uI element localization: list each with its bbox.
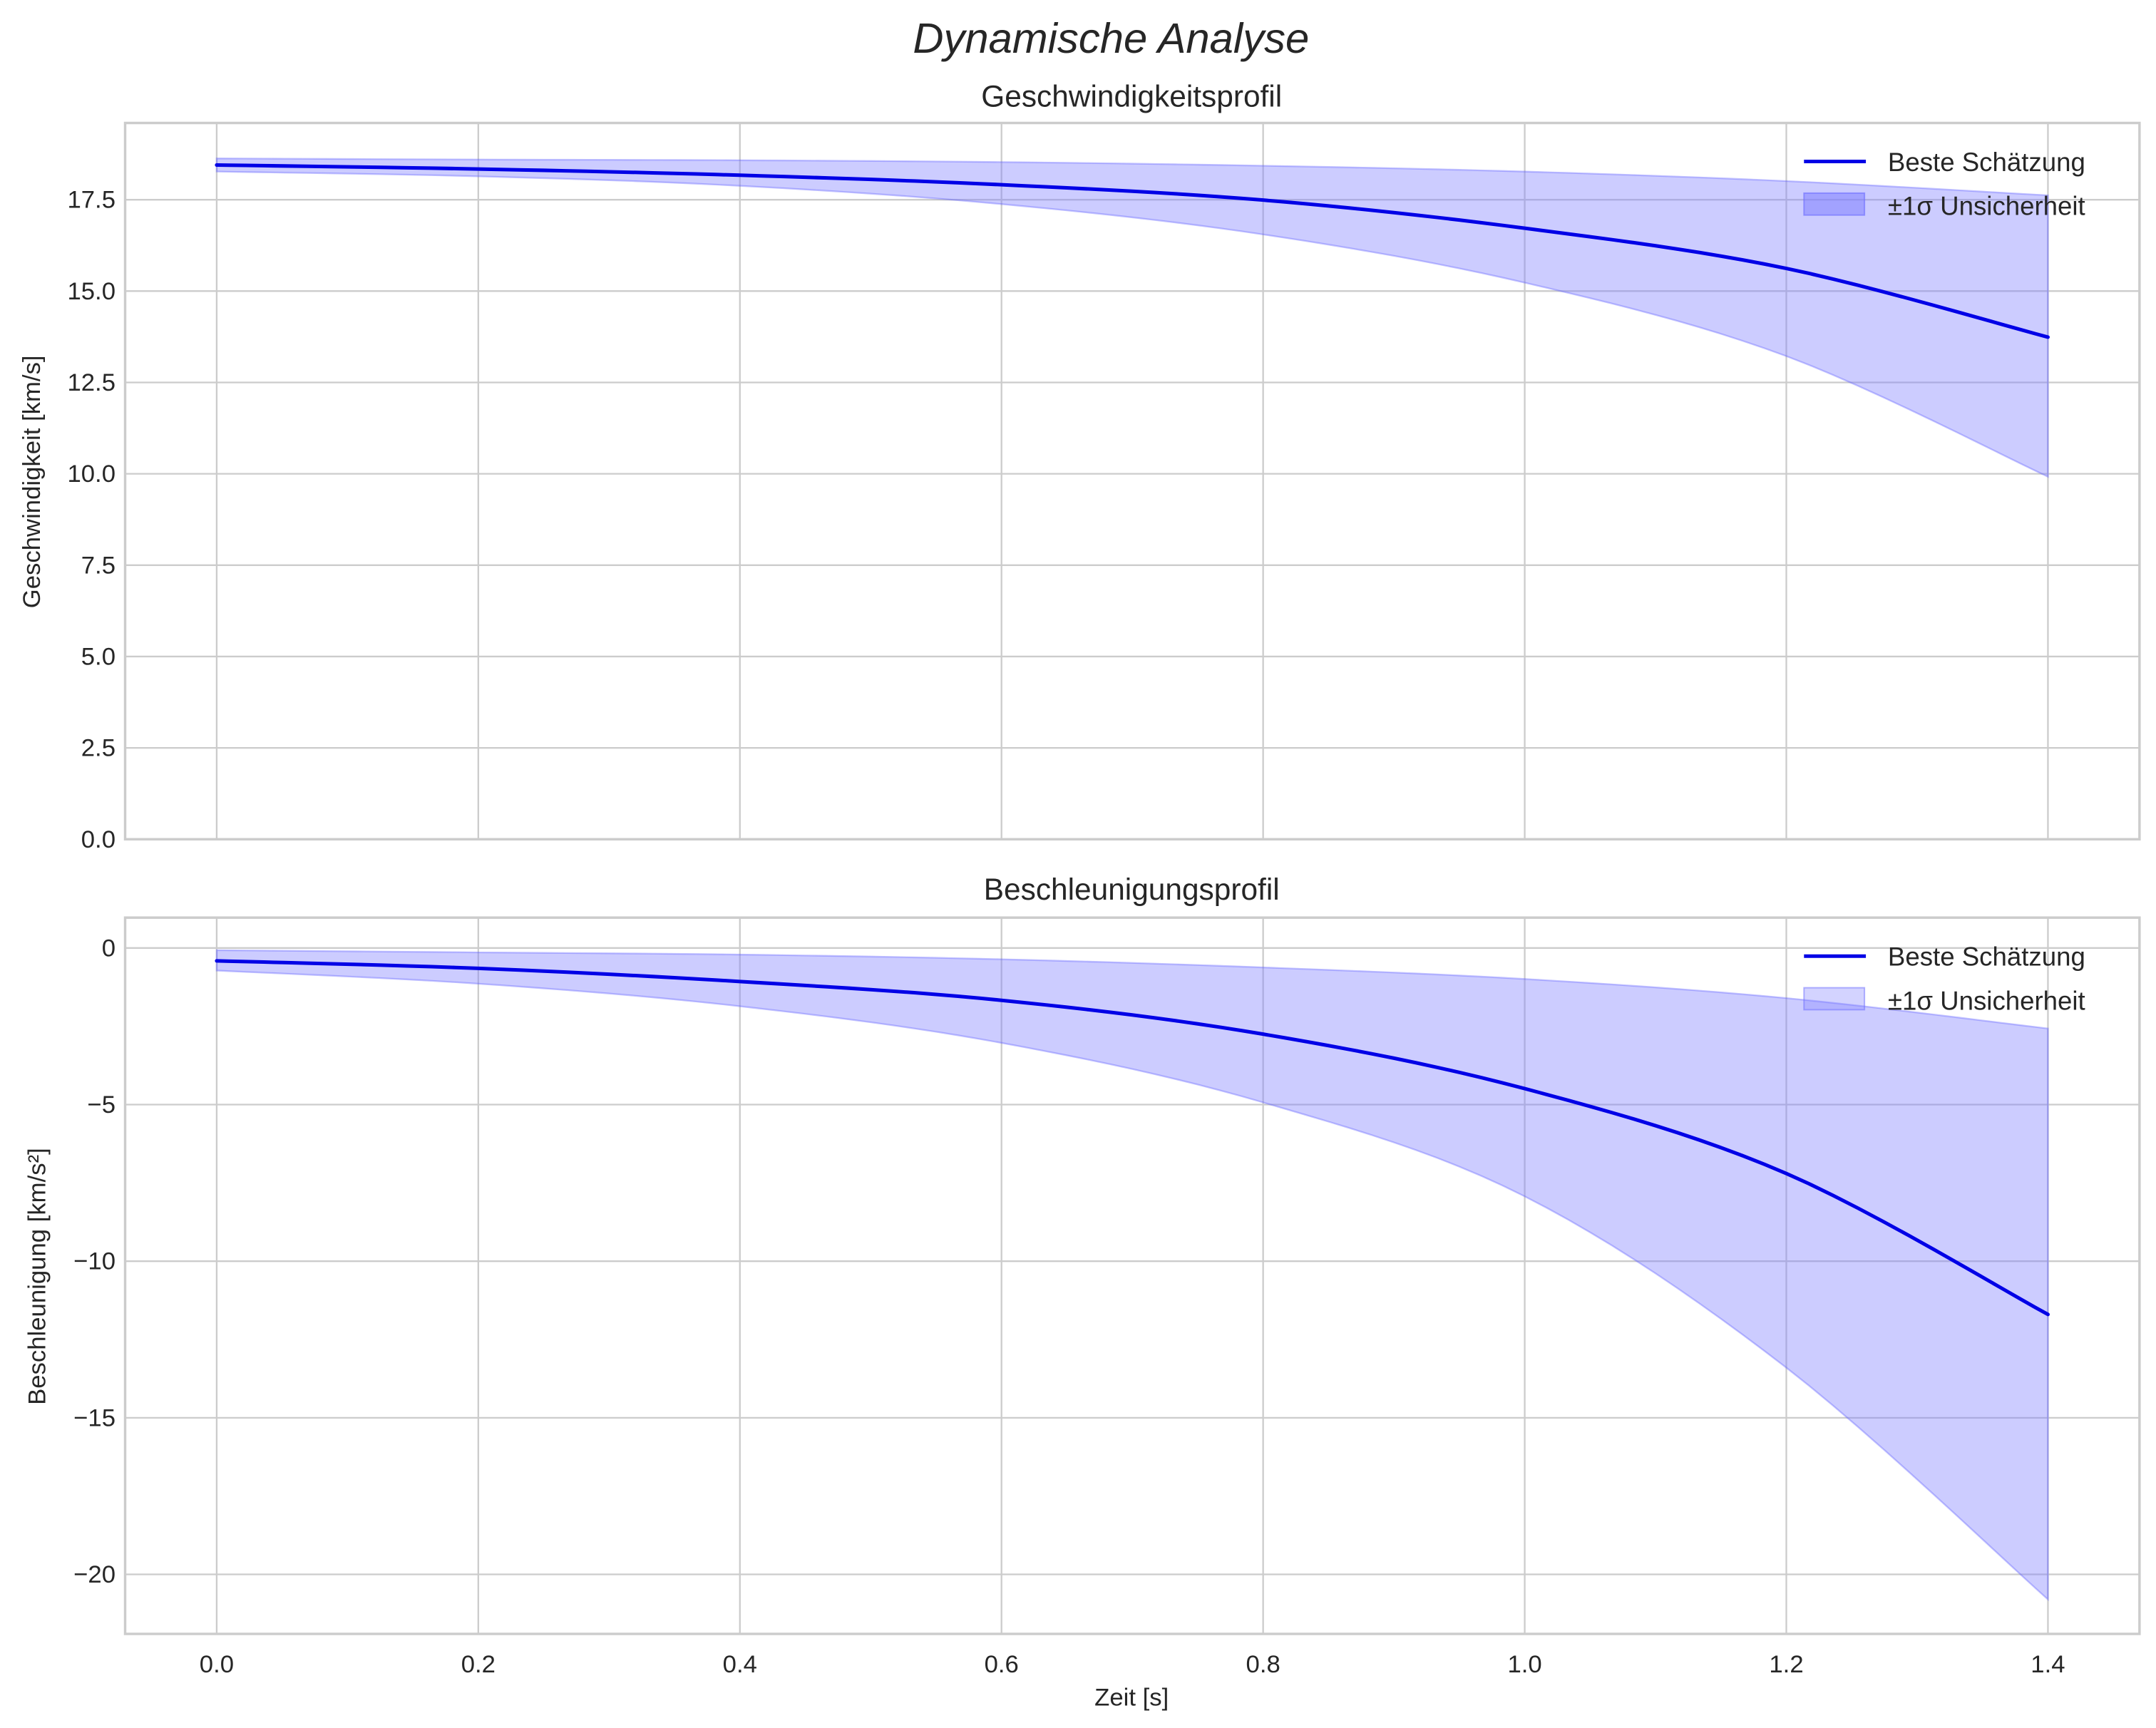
x-tick-label: 1.2 [1769, 1651, 1803, 1678]
y-tick-label: 0.0 [81, 826, 115, 853]
acceleration-grid [125, 917, 2140, 1634]
legend-band-label: ±1σ Unsicherheit [1888, 192, 2085, 221]
legend-line-label: Beste Schätzung [1888, 942, 2085, 972]
x-tick-label: 1.4 [2031, 1651, 2065, 1678]
y-tick-label: −20 [73, 1561, 115, 1588]
best-estimate-path [215, 959, 2050, 1317]
legend-band-swatch [1803, 192, 1866, 216]
best-estimate-path [215, 163, 2050, 339]
y-tick-label: 17.5 [67, 187, 115, 214]
legend-band-swatch [1803, 987, 1866, 1011]
y-tick-label: 0 [102, 935, 115, 962]
acceleration-subplot-title: Beschleunigungsprofil [984, 873, 1280, 906]
y-tick-label: −5 [87, 1091, 115, 1118]
x-axis-label: Zeit [s] [1094, 1684, 1169, 1711]
y-tick-label: 7.5 [81, 552, 115, 579]
y-tick-label: −10 [73, 1248, 115, 1275]
x-tick-label: 0.2 [461, 1651, 496, 1678]
velocity-legend: Beste Schätzung ±1σ Unsicherheit [1803, 148, 2085, 221]
velocity-subplot: Geschwindigkeitsprofil 0.0 2.5 5.0 7.5 10.0 1… [19, 79, 2141, 853]
acceleration-axes-frame [123, 916, 2141, 1635]
x-tick-label: 0.6 [985, 1651, 1019, 1678]
acceleration-y-ticks: 0 −5 −10 −15 −20 [73, 935, 115, 1588]
velocity-best-estimate-line [215, 163, 2050, 339]
y-tick-label: 2.5 [81, 735, 115, 762]
acceleration-legend: Beste Schätzung ±1σ Unsicherheit [1803, 942, 2085, 1015]
velocity-axes-frame [123, 121, 2141, 841]
legend-line-label: Beste Schätzung [1888, 148, 2085, 177]
x-tick-label: 0.4 [723, 1651, 757, 1678]
velocity-y-axis-label: Geschwindigkeit [km/s] [19, 355, 46, 608]
acceleration-best-estimate-line [215, 959, 2050, 1317]
velocity-subplot-title: Geschwindigkeitsprofil [981, 79, 1282, 113]
x-tick-label: 1.0 [1507, 1651, 1541, 1678]
y-tick-label: 5.0 [81, 644, 115, 671]
acceleration-subplot: Beschleunigungsprofil 0−5−10−15−20 0.0 0.… [24, 873, 2141, 1711]
y-tick-label: 10.0 [67, 461, 115, 488]
y-tick-label: 12.5 [67, 369, 115, 396]
legend-band-label: ±1σ Unsicherheit [1888, 986, 2085, 1015]
figure-suptitle: Dynamische Analyse [913, 14, 1309, 62]
uncertainty-band-area [215, 949, 2049, 1602]
acceleration-x-ticks: 0.0 0.2 0.4 0.6 0.8 1.0 1.2 1.4 [200, 1651, 2065, 1678]
x-tick-label: 0.8 [1246, 1651, 1280, 1678]
y-tick-label: 15.0 [67, 278, 115, 305]
x-tick-label: 0.0 [200, 1651, 234, 1678]
y-tick-label: −15 [73, 1404, 115, 1431]
acceleration-uncertainty-band [215, 949, 2049, 1602]
velocity-y-ticks: 0.0 2.5 5.0 7.5 10.0 12.5 15.0 17.5 [67, 187, 115, 853]
acceleration-y-axis-label: Beschleunigung [km/s²] [24, 1148, 51, 1405]
